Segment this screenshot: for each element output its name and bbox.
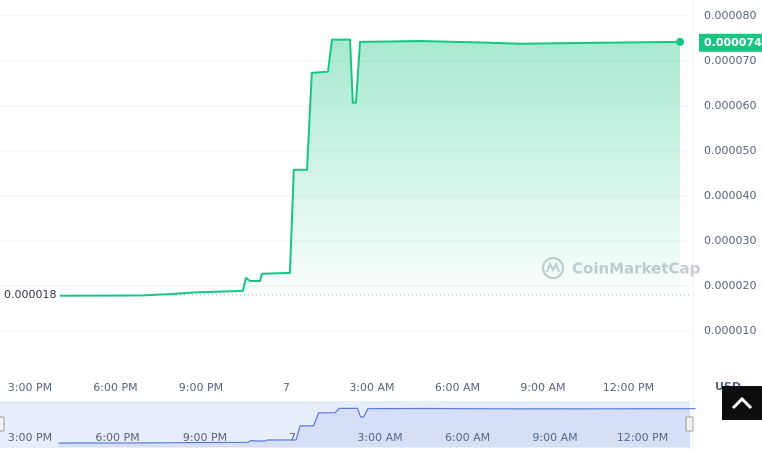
y-tick-label: 0.000040 (704, 189, 757, 202)
navigator-area (58, 408, 696, 447)
x-tick-label: 7 (283, 381, 290, 394)
x-tick-label: 12:00 PM (603, 381, 654, 394)
button-background[interactable] (722, 386, 762, 420)
navigator-line (58, 407, 696, 444)
open-price-label-bg (0, 286, 60, 303)
last-point (676, 37, 685, 46)
price-area (57, 39, 680, 296)
navigator-tick-label: 6:00 AM (445, 431, 490, 444)
navigator-handle (0, 416, 5, 432)
navigator-tick-label: 3:00 AM (357, 431, 402, 444)
x-tick-label: 3:00 AM (349, 381, 394, 394)
y-tick-label: 0.000010 (704, 324, 757, 337)
scroll-top-button[interactable] (722, 386, 762, 420)
y-tick-label: 0.000060 (704, 99, 757, 112)
navigator-tick-label: 7 (289, 431, 296, 444)
navigator-tick-label: 9:00 AM (532, 431, 577, 444)
x-tick-label: 9:00 PM (179, 381, 223, 394)
navigator-tick-label: 3:00 PM (8, 431, 52, 444)
x-tick-label: 6:00 PM (93, 381, 137, 394)
navigator-tick-label: 6:00 PM (95, 431, 139, 444)
navigator-tick-label: 9:00 PM (183, 431, 227, 444)
last-price-badge (699, 33, 762, 52)
last-price-label: 0.000074 (704, 36, 762, 49)
open-price-label: 0.000018 (4, 288, 57, 301)
y-tick-label: 0.000050 (704, 144, 757, 157)
y-tick-label: 0.000070 (704, 54, 757, 67)
y-tick-label: 0.000020 (704, 279, 757, 292)
x-tick-label: 3:00 PM (8, 381, 52, 394)
navigator-handle (685, 416, 694, 432)
y-tick-label: 0.000080 (704, 9, 757, 22)
price-line (57, 38, 681, 297)
x-tick-label: 6:00 AM (435, 381, 480, 394)
y-tick-label: 0.000030 (704, 234, 757, 247)
navigator-tick-label: 12:00 PM (617, 431, 668, 444)
x-tick-label: 9:00 AM (520, 381, 565, 394)
chevron-up[interactable] (731, 396, 753, 410)
